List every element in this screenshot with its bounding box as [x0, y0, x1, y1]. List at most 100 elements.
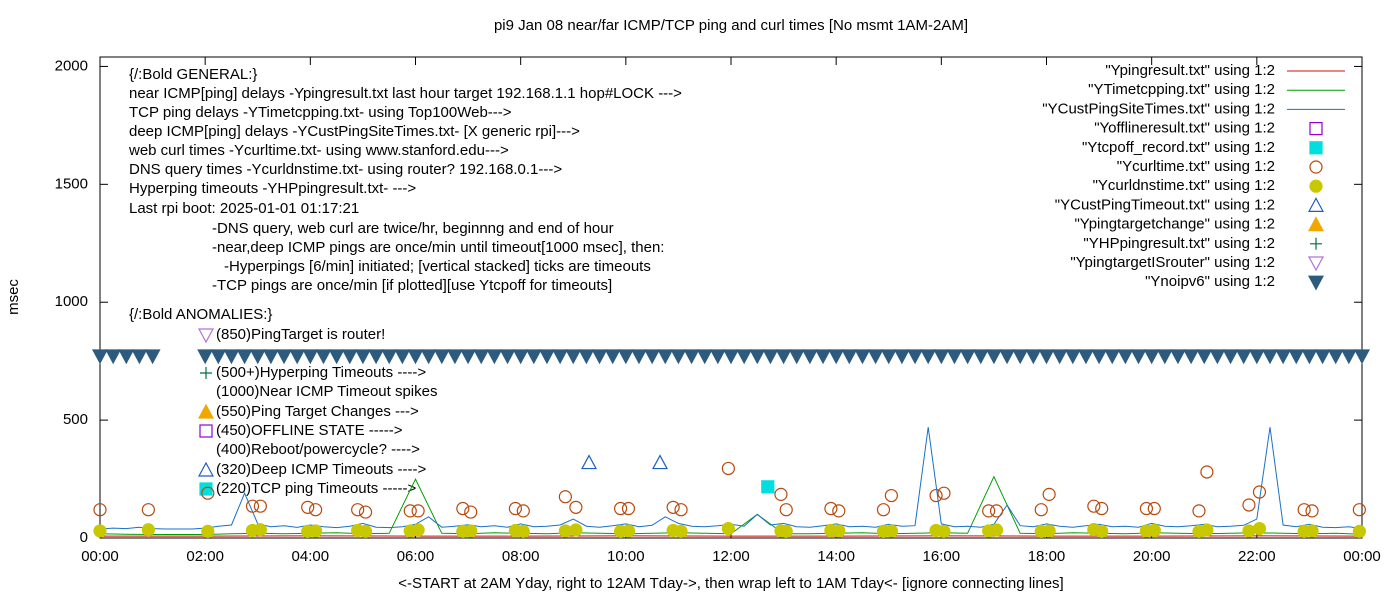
data-point [985, 349, 1002, 365]
annotation: (550)Ping Target Changes ---> [216, 403, 419, 420]
data-point [854, 349, 871, 365]
data-point [1200, 523, 1214, 537]
chart-title: pi9 Jan 08 near/far ICMP/TCP ping and cu… [494, 17, 968, 34]
data-point [516, 504, 530, 518]
x-tick-label: 18:00 [1028, 548, 1066, 565]
data-point [824, 501, 838, 516]
data-point [341, 349, 358, 365]
x-tick-label: 20:00 [1133, 548, 1171, 565]
legend-swatch [1307, 216, 1325, 232]
annotation: (320)Deep ICMP Timeouts ----> [216, 461, 426, 478]
data-point [774, 487, 788, 501]
data-point [832, 524, 846, 538]
data-point [959, 349, 976, 365]
data-point [358, 524, 373, 538]
data-point [1095, 524, 1109, 538]
annotation: {/:Bold GENERAL:} [129, 66, 257, 83]
data-point [1051, 349, 1068, 365]
data-point [302, 349, 319, 365]
data-point [841, 349, 858, 365]
data-point [1147, 523, 1161, 538]
data-point [249, 349, 266, 365]
data-point [946, 349, 963, 365]
annotation: web curl times -Ycurltime.txt- using www… [128, 142, 509, 159]
data-point [761, 480, 775, 494]
data-point [105, 349, 122, 365]
data-point [308, 524, 323, 538]
annotation: (500+)Hyperping Timeouts ----> [216, 364, 426, 381]
data-point [93, 503, 107, 517]
data-point [1340, 349, 1357, 365]
annotation: near ICMP[ping] delays -Ypingresult.txt … [129, 85, 682, 102]
data-point [674, 524, 688, 538]
data-point [1077, 349, 1094, 365]
data-point [569, 523, 583, 537]
data-point [933, 349, 950, 365]
data-point [420, 349, 437, 365]
data-point [775, 349, 792, 365]
data-point [93, 524, 107, 538]
annotation: -TCP pings are once/min [if plotted][use… [212, 277, 612, 294]
legend-swatch [1310, 237, 1322, 250]
annotation: Hyperping timeouts -YHPpingresult.txt- -… [129, 180, 416, 197]
data-point [1305, 504, 1319, 518]
data-point [1130, 349, 1147, 365]
legend-swatch [1309, 141, 1323, 155]
legend-swatch [1307, 197, 1325, 212]
data-point [1248, 349, 1265, 365]
legend-label: "YTimetcpping.txt" using 1:2 [1088, 81, 1275, 98]
legend-label: "Ypingresult.txt" using 1:2 [1105, 62, 1275, 79]
data-point [433, 349, 450, 365]
x-axis-label: <-START at 2AM Yday, right to 12AM Tday-… [398, 575, 1063, 592]
data-point [141, 523, 155, 537]
data-point [1104, 349, 1121, 365]
data-point [884, 524, 898, 538]
data-point [276, 349, 293, 365]
data-point [867, 349, 884, 365]
legend-label: "YCustPingTimeout.txt" using 1:2 [1055, 196, 1275, 213]
data-point [407, 349, 424, 365]
data-point [779, 503, 793, 517]
x-tick-label: 08:00 [502, 548, 540, 565]
annotation-icon [199, 424, 213, 438]
data-point [1353, 349, 1371, 365]
legend-label: "YCustPingSiteTimes.txt" using 1:2 [1042, 100, 1275, 117]
data-point [354, 349, 371, 365]
annotation: DNS query times -Ycurldnstime.txt- using… [129, 161, 562, 178]
data-point [289, 349, 306, 365]
data-point [1025, 349, 1042, 365]
legend-swatch [1309, 121, 1323, 136]
legend-label: "Ycurldnstime.txt" using 1:2 [1093, 177, 1275, 194]
data-point [876, 503, 891, 517]
data-point [721, 461, 735, 476]
data-point [512, 349, 529, 365]
data-point [1196, 349, 1213, 365]
data-point [1012, 349, 1029, 365]
annotation: TCP ping delays -YTimetcpping.txt- using… [129, 104, 512, 121]
data-point [558, 490, 572, 504]
data-point [1235, 349, 1252, 365]
data-point [880, 349, 897, 365]
data-point [1327, 349, 1344, 365]
data-point [403, 504, 417, 518]
data-point [989, 504, 1004, 518]
data-point [411, 504, 425, 518]
legend-label: "Ycurltime.txt" using 1:2 [1117, 158, 1275, 175]
data-point [565, 349, 582, 365]
data-point [617, 349, 634, 365]
data-point [1222, 349, 1239, 365]
legend-label: "Yofflineresult.txt" using 1:2 [1094, 120, 1275, 137]
data-point [516, 524, 530, 538]
data-point [1147, 501, 1161, 516]
data-point [308, 503, 323, 517]
y-tick-label: 1500 [55, 175, 88, 192]
data-point [581, 454, 598, 470]
data-point [788, 349, 805, 365]
data-point [621, 501, 636, 516]
data-point [1143, 349, 1160, 365]
data-point [508, 501, 523, 516]
data-point [1352, 524, 1366, 538]
data-point [999, 349, 1016, 365]
data-point [301, 500, 315, 514]
